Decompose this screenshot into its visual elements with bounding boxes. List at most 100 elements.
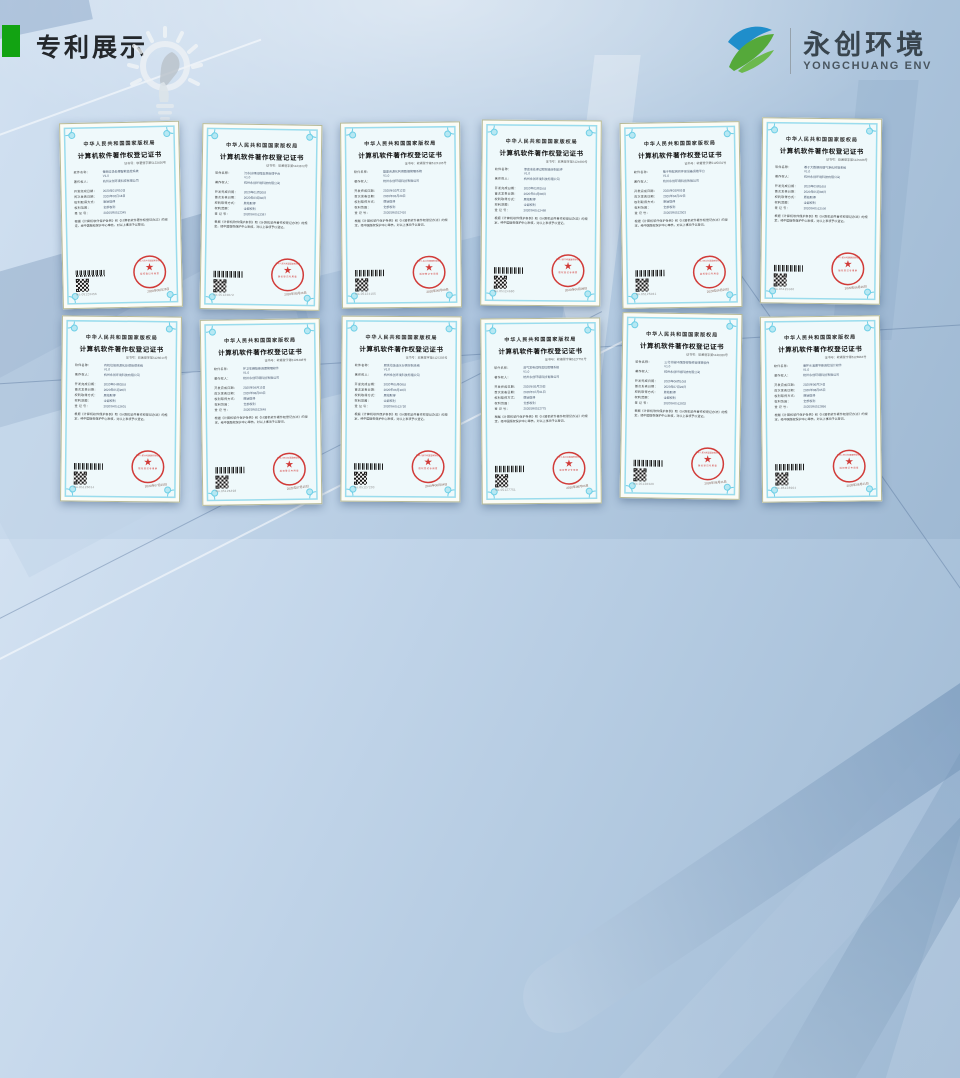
cert-number: 证书号：软著登字第5123872号	[266, 164, 308, 169]
official-seal: 中华人民共和国国家版权局 ★ 版权登记专用章	[272, 452, 307, 486]
acquire-mode: 原始取得	[103, 394, 116, 398]
cert-authority: 中华人民共和国国家版权局	[83, 140, 156, 148]
rights-scope: 全部权利	[803, 400, 816, 404]
software-name: 三北节能环保回收物资管理等软件	[664, 361, 710, 365]
border-ornament	[163, 320, 178, 335]
cert-number: 证书号：软著登字第5124105号	[404, 162, 447, 166]
seal-star-icon: ★	[284, 459, 294, 471]
border-ornament	[443, 320, 458, 335]
dev-date: 2020年05月20日	[523, 385, 546, 389]
seal-star-icon: ★	[703, 453, 713, 465]
border-ornament	[301, 323, 316, 338]
registration-number: 2020SR0512601	[103, 405, 127, 409]
barcode	[633, 459, 663, 467]
acquire-mode: 原始取得	[803, 394, 816, 398]
cert-fields: 软件名称： 基于大数据的烟气净化控制系统 V1.0 著作权人： 杭州永创环境科技…	[774, 165, 847, 211]
certificate: 中华人民共和国国家版权局 计算机软件著作权登记证书 证书号：软著登字第51238…	[199, 123, 323, 311]
certificate: 中华人民共和国国家版权局 计算机软件著作权登记证书 证书号：软著登字第51260…	[60, 315, 182, 503]
copyright-owner: 杭州永创环境科技有限公司	[664, 370, 701, 375]
border-ornament	[486, 124, 501, 139]
registration-number: 2020SR0512345	[103, 211, 127, 215]
barcode	[773, 264, 803, 272]
dev-date: 2020年02月25日	[523, 187, 547, 191]
cert-paragraph: 根据《计算机软件保护条例》和《计算机软件著作权登记办法》的规定，经中国版权保护中…	[74, 413, 168, 422]
official-seal: 中华人民共和国国家版权局 ★ 版权登记专用章	[132, 255, 167, 289]
logo-divider	[790, 28, 792, 74]
cert-fields: 软件名称： 渗滤液处理过程智能控制软件 V1.0 著作权人： 杭州永创环境科技有…	[494, 168, 563, 213]
border-ornament	[766, 122, 781, 137]
qr-code	[493, 275, 507, 289]
cert-title: 计算机软件著作权登记证书	[779, 146, 864, 156]
rights-scope: 全部权利	[523, 203, 536, 207]
rights-scope: 全部权利	[663, 206, 676, 210]
border-ornament	[764, 321, 779, 336]
seal-star-icon: ★	[844, 456, 854, 468]
certificate-grid: 中华人民共和国国家版权局 计算机软件著作权登记证书 证书号：软著登字第51234…	[59, 117, 901, 506]
serial-number: No.05124105	[355, 292, 377, 296]
certificate: 中华人民共和国国家版权局 计算机软件著作权登记证书 证书号：软著登字第51241…	[340, 121, 462, 309]
border-ornament	[723, 318, 738, 333]
dev-date: 2020年04月15日	[243, 386, 266, 390]
software-name: 环卫车辆智能调度管理软件	[242, 367, 279, 371]
acquire-mode: 原始取得	[383, 394, 396, 398]
cert-paragraph: 根据《计算机软件保护条例》和《计算机软件著作权登记办法》的规定，经中国版权保护中…	[634, 409, 728, 419]
pub-date: 2020年04月08日	[523, 192, 547, 197]
pub-date: 2020年06月18日	[383, 388, 406, 393]
qr-code	[75, 278, 90, 292]
pub-date: 2020年05月20日	[103, 388, 127, 393]
rights-scope: 全部权利	[103, 399, 116, 403]
seal-star-icon: ★	[423, 456, 433, 468]
cert-fields: 软件名称： 沼气发电远程监控管理系统 V1.0 著作权人： 杭州永创环境科技有限…	[494, 366, 560, 411]
certificate: 中华人民共和国国家版权局 计算机软件著作权登记证书 证书号：软著登字第51264…	[199, 318, 323, 506]
certificate: 中华人民共和国国家版权局 计算机软件著作权登记证书 证书号：软著登字第51246…	[480, 119, 602, 307]
copyright-owner: 杭州永创环境科技有限公司	[383, 179, 420, 184]
border-ornament	[624, 127, 639, 142]
cert-number: 证书号：软著登字第5127203号	[405, 356, 448, 360]
qr-code	[635, 278, 649, 292]
dev-date: 2020年04月02日	[103, 383, 127, 387]
cert-title: 计算机软件著作权登记证书	[79, 345, 164, 354]
acquire-mode: 原始取得	[383, 200, 396, 204]
cert-fields: 软件名称： 有机垃圾资源化处理管理系统 V1.0 著作权人： 杭州永创环境科技有…	[74, 364, 143, 409]
cert-fields: 软件名称： 餐厨垃圾处理智能监控系统 V1.0 著作权人： 杭州永创环境科技有限…	[73, 170, 139, 216]
cert-number: 证书号：软著登字第5128320号	[686, 353, 728, 358]
cert-fields: 软件名称： 厨余垃圾油水分离控制系统 V1.0 著作权人： 杭州永创环境科技有限…	[354, 364, 420, 409]
pub-date: 2020年07月22日	[663, 385, 687, 390]
software-name: 餐厨垃圾处理智能监控系统	[102, 170, 139, 174]
software-name: 有机垃圾资源化处理管理系统	[103, 364, 143, 368]
cert-authority: 中华人民共和国国家版权局	[364, 140, 437, 147]
barcode	[213, 270, 243, 278]
cert-paragraph: 根据《计算机软件保护条例》和《计算机软件著作权登记办法》的规定，经中国版权保护中…	[774, 214, 868, 224]
border-ornament	[583, 124, 598, 139]
rights-scope: 全部权利	[103, 206, 116, 210]
pub-date: 2020年07月01日	[523, 390, 546, 395]
cert-number: 证书号：软著登字第5126014号	[125, 356, 168, 360]
cert-fields: 软件名称： 循环水温度节能调控设计软件 V1.0 著作权人： 杭州永创环境科技有…	[773, 364, 842, 410]
certificate: 中华人民共和国国家版权局 计算机软件著作权登记证书 证书号：软著登字第51234…	[59, 120, 183, 310]
serial-number: No.05128320	[633, 482, 655, 487]
cert-title: 计算机软件著作权登记证书	[498, 347, 583, 356]
acquire-mode: 原始取得	[243, 397, 256, 401]
certificate: 中华人民共和国国家版权局 计算机软件著作权登记证书 证书号：软著登字第51250…	[619, 121, 743, 309]
official-seal: 中华人民共和国国家版权局 ★ 版权登记专用章	[831, 252, 865, 286]
cert-authority: 中华人民共和国国家版权局	[226, 142, 299, 150]
certificate: 中华人民共和国国家版权局 计算机软件著作权登记证书 证书号：软著登字第51255…	[759, 117, 883, 305]
cert-number: 证书号：软著登字第5125031号	[684, 161, 727, 166]
dev-date: 2020年01月20日	[243, 191, 267, 195]
software-version: V1.0	[664, 365, 671, 369]
rights-scope: 全部权利	[243, 403, 256, 407]
software-name: 循环水温度节能调控设计软件	[802, 364, 842, 368]
barcode	[73, 463, 103, 470]
official-seal: 中华人民共和国国家版权局 ★ 版权登记专用章	[131, 450, 165, 484]
border-ornament	[204, 324, 219, 339]
cert-authority: 中华人民共和国国家版权局	[505, 138, 578, 145]
pub-date: 2020年04月22日	[663, 194, 686, 199]
cert-title: 计算机软件著作权登记证书	[218, 347, 303, 357]
copyright-owner: 杭州永创环境科技有限公司	[803, 175, 840, 180]
registration-number: 2020SR0512556	[803, 207, 827, 211]
cert-title: 计算机软件著作权登记证书	[778, 344, 863, 354]
certificate: 中华人民共和国国家版权局 计算机软件著作权登记证书 证书号：软著登字第51289…	[759, 315, 883, 503]
border-ornament	[581, 322, 596, 337]
acquire-mode: 原始取得	[663, 200, 676, 204]
certificate: 中华人民共和国国家版权局 计算机软件著作权登记证书 证书号：软著登字第51277…	[480, 317, 602, 505]
